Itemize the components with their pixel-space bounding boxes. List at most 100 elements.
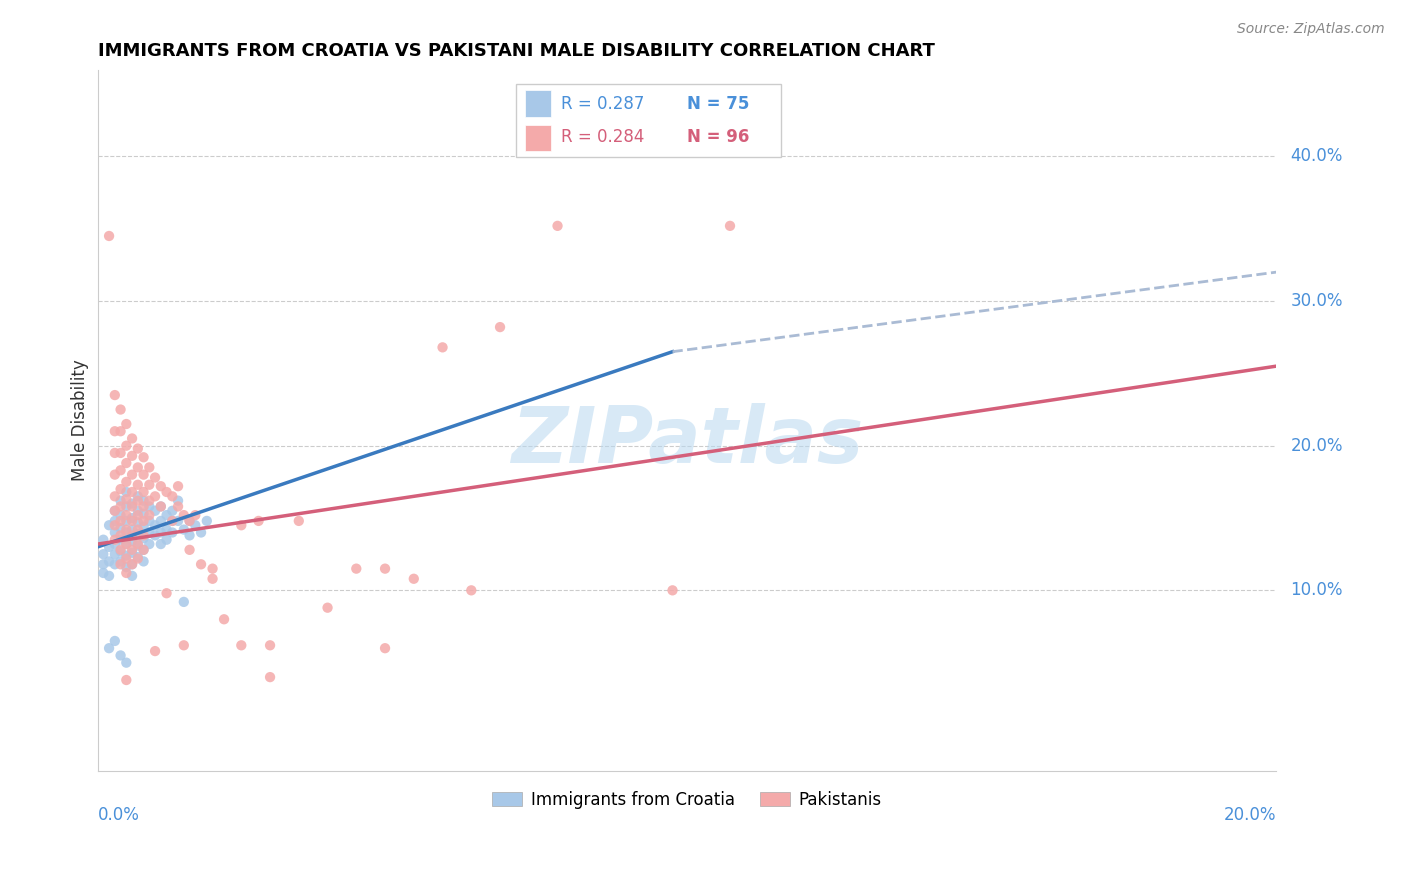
Point [190, 525, 212, 540]
Point [115, 537, 138, 551]
Point [143, 489, 166, 503]
Point [132, 467, 155, 482]
Point [155, 508, 177, 523]
Point [138, 514, 160, 528]
Point [162, 489, 184, 503]
Point [98, 518, 121, 533]
Point [121, 500, 143, 514]
Point [110, 446, 132, 460]
Text: ZIPatlas: ZIPatlas [510, 403, 863, 479]
Point [184, 518, 207, 533]
Point [127, 523, 149, 537]
Point [127, 527, 149, 541]
Point [115, 508, 138, 523]
Point [149, 537, 172, 551]
Point [121, 514, 143, 528]
Point [132, 493, 155, 508]
Point [115, 417, 138, 431]
Point [201, 572, 224, 586]
Point [98, 641, 121, 656]
Point [115, 485, 138, 500]
Point [184, 508, 207, 523]
Point [132, 514, 155, 528]
Point [149, 525, 172, 540]
Point [288, 514, 311, 528]
Point [91, 566, 114, 580]
Point [104, 504, 127, 518]
Point [115, 492, 138, 507]
Point [104, 547, 127, 561]
Point [167, 479, 190, 493]
Point [104, 518, 127, 533]
Text: 0.0%: 0.0% [97, 806, 139, 824]
Text: R = 0.284: R = 0.284 [561, 128, 644, 146]
Point [104, 537, 127, 551]
Point [121, 542, 143, 557]
Point [173, 523, 195, 537]
Point [121, 485, 143, 500]
Text: N = 96: N = 96 [688, 128, 749, 146]
Point [143, 528, 166, 542]
Point [132, 519, 155, 533]
Point [127, 537, 149, 551]
Point [127, 477, 149, 491]
Point [402, 572, 425, 586]
Point [155, 586, 177, 600]
Point [173, 508, 195, 523]
Point [374, 641, 396, 656]
Point [104, 558, 127, 572]
Point [110, 514, 132, 528]
Point [460, 583, 482, 598]
Point [661, 583, 683, 598]
Point [121, 534, 143, 549]
Point [121, 511, 143, 525]
Point [132, 542, 155, 557]
Point [132, 500, 155, 514]
Point [91, 547, 114, 561]
Point [143, 470, 166, 484]
Point [121, 558, 143, 572]
FancyBboxPatch shape [526, 125, 551, 152]
Point [127, 508, 149, 523]
Point [115, 514, 138, 528]
Point [132, 531, 155, 545]
Point [132, 507, 155, 521]
Point [231, 518, 253, 533]
Point [98, 569, 121, 583]
Point [110, 402, 132, 417]
Point [155, 485, 177, 500]
Point [115, 673, 138, 687]
Point [718, 219, 741, 233]
Point [162, 514, 184, 528]
Point [115, 523, 138, 537]
Point [104, 504, 127, 518]
Point [115, 566, 138, 580]
Point [115, 656, 138, 670]
Point [104, 634, 127, 648]
Point [149, 500, 172, 514]
Point [121, 497, 143, 511]
Point [110, 508, 132, 523]
Point [110, 542, 132, 557]
Point [121, 449, 143, 463]
Point [149, 479, 172, 493]
Point [149, 514, 172, 528]
Point [127, 489, 149, 503]
Y-axis label: Male Disability: Male Disability [72, 359, 89, 482]
Point [247, 514, 270, 528]
Text: R = 0.287: R = 0.287 [561, 95, 644, 112]
Point [98, 554, 121, 568]
Point [138, 537, 160, 551]
Point [110, 482, 132, 496]
Point [138, 493, 160, 508]
Text: IMMIGRANTS FROM CROATIA VS PAKISTANI MALE DISABILITY CORRELATION CHART: IMMIGRANTS FROM CROATIA VS PAKISTANI MAL… [97, 42, 935, 60]
Point [98, 229, 121, 244]
Text: 30.0%: 30.0% [1291, 292, 1343, 310]
Point [143, 504, 166, 518]
Point [195, 514, 218, 528]
Point [110, 528, 132, 542]
Point [149, 500, 172, 514]
Point [127, 493, 149, 508]
Point [374, 561, 396, 575]
Point [110, 500, 132, 514]
